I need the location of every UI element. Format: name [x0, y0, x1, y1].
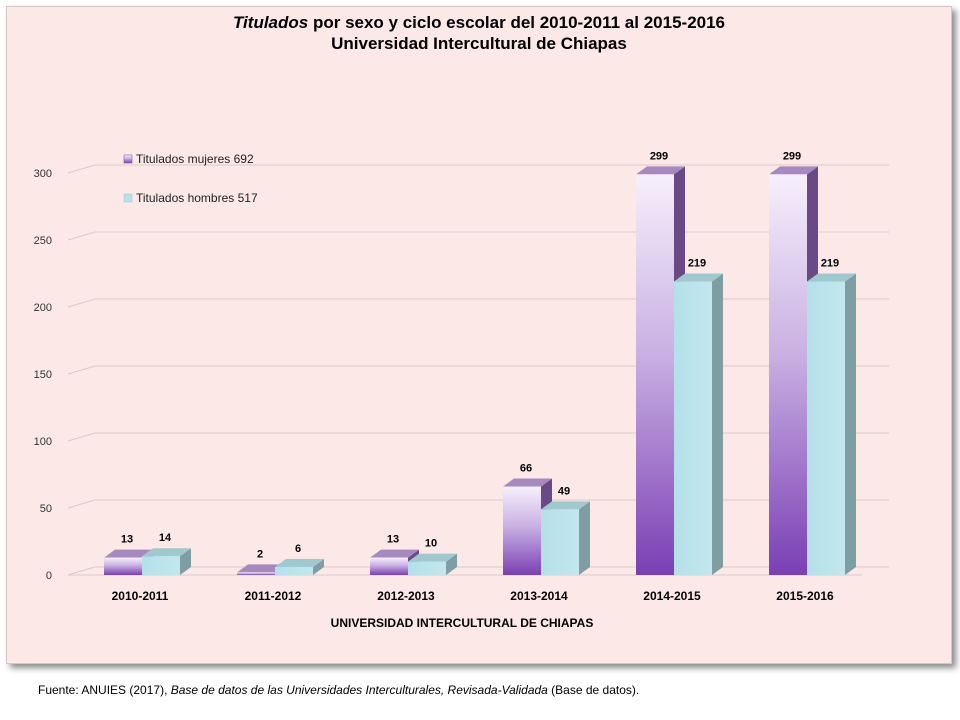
- bar-top-mujeres: [237, 564, 286, 573]
- source-suffix: (Base de datos).: [547, 683, 640, 697]
- bar-mujeres: [769, 174, 807, 575]
- grid-depth-line: [67, 566, 96, 576]
- data-label: 14: [159, 532, 172, 544]
- data-label: 13: [121, 534, 133, 546]
- bar-hombres: [807, 281, 845, 575]
- source-prefix: Fuente: ANUIES (2017),: [38, 683, 171, 697]
- bar-top-hombres: [408, 553, 457, 562]
- y-tick-label: 0: [46, 570, 52, 582]
- grid-depth-line: [67, 231, 96, 241]
- x-tick-label: 2010-2011: [112, 589, 169, 603]
- data-label: 299: [783, 150, 801, 162]
- chart-subtitle: Universidad Intercultural de Chiapas: [331, 34, 627, 53]
- data-label: 13: [387, 534, 399, 546]
- legend-swatch: [123, 154, 133, 164]
- bar-top-hombres: [807, 273, 856, 282]
- y-tick-label: 200: [34, 302, 52, 314]
- bar-hombres: [275, 566, 313, 575]
- y-tick-label: 300: [34, 168, 52, 180]
- y-tick-label: 50: [40, 503, 52, 515]
- bar-top-hombres: [541, 501, 590, 510]
- chart-title-rest: por sexo y ciclo escolar del 2010-2011 a…: [308, 13, 726, 32]
- legend-label: Titulados mujeres 692: [136, 152, 254, 166]
- data-label: 219: [688, 258, 706, 270]
- bar-top-hombres: [674, 273, 723, 282]
- x-tick-label: 2011-2012: [245, 589, 302, 603]
- chart-title: Titulados por sexo y ciclo escolar del 2…: [7, 13, 951, 33]
- bar-mujeres: [503, 486, 541, 575]
- bar-mujeres: [104, 557, 142, 575]
- x-tick-label: 2012-2013: [377, 589, 435, 603]
- grid-depth-line: [67, 365, 96, 375]
- data-label: 66: [520, 463, 532, 475]
- legend-swatch: [123, 193, 133, 203]
- x-axis-title: UNIVERSIDAD INTERCULTURAL DE CHIAPAS: [331, 616, 594, 630]
- bar-side-hombres: [446, 553, 457, 575]
- bar-side-hombres: [845, 273, 856, 575]
- bar-top-mujeres: [503, 478, 552, 487]
- legend-label: Titulados hombres 517: [136, 191, 258, 205]
- chart-title-italic: Titulados: [232, 13, 309, 32]
- bar-side-hombres: [180, 548, 191, 575]
- x-tick-label: 2014-2015: [643, 589, 701, 603]
- grid-depth-line: [67, 164, 96, 174]
- bar-mujeres: [370, 557, 408, 575]
- bar-side-hombres: [313, 558, 324, 575]
- labels-layer: 0 50 100 150 200 250 300 13 14 2010-2011 2 6 2011-20…: [34, 150, 840, 603]
- grid-depth-line: [67, 432, 96, 442]
- y-tick-label: 150: [34, 369, 52, 381]
- bar-top-mujeres: [636, 166, 685, 175]
- bar-top-hombres: [275, 558, 324, 567]
- x-tick-label: 2013-2014: [510, 589, 568, 603]
- data-label: 299: [650, 150, 668, 162]
- bar-top-mujeres: [370, 549, 419, 558]
- bar-top-hombres: [142, 548, 191, 557]
- source-italic: Base de datos de las Universidades Inter…: [170, 683, 548, 697]
- bar-mujeres: [237, 572, 275, 575]
- grid-depth-line: [67, 298, 96, 308]
- data-label: 219: [821, 258, 839, 270]
- data-label: 2: [257, 548, 263, 560]
- source-note: Fuente: ANUIES (2017), Base de datos de …: [38, 683, 639, 697]
- bar-top-mujeres: [104, 549, 153, 558]
- bars-layer: [104, 166, 856, 575]
- x-tick-label: 2015-2016: [776, 589, 834, 603]
- bar-hombres: [408, 561, 446, 575]
- grid-layer: [67, 164, 889, 576]
- legend: Titulados mujeres 692 Titulados hombres 5…: [123, 152, 258, 205]
- bar-side-hombres: [579, 501, 590, 575]
- bar-side-hombres: [712, 273, 723, 575]
- bar-hombres: [541, 509, 579, 575]
- y-tick-label: 100: [34, 436, 52, 448]
- data-label: 10: [425, 538, 437, 550]
- bar-hombres: [142, 556, 180, 575]
- y-tick-label: 250: [34, 235, 52, 247]
- data-label: 49: [558, 485, 570, 497]
- bar-hombres: [674, 281, 712, 575]
- grid-depth-line: [67, 499, 96, 509]
- bar-mujeres: [636, 174, 674, 575]
- data-label: 6: [295, 543, 301, 555]
- bar-top-mujeres: [769, 166, 818, 175]
